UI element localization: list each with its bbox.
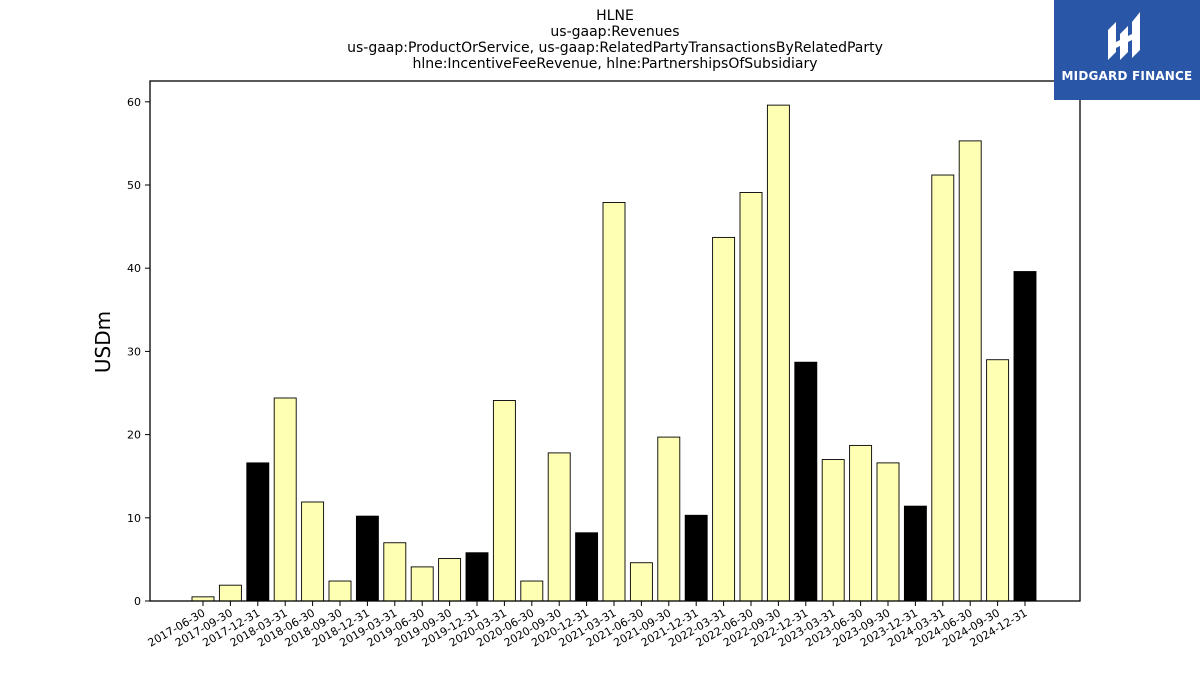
bar xyxy=(547,452,571,602)
bar xyxy=(849,444,873,602)
bar xyxy=(821,459,845,602)
bar xyxy=(903,505,927,602)
bar xyxy=(684,514,708,602)
chart-title-line: HLNE xyxy=(596,8,634,24)
y-tick-label: 30 xyxy=(127,345,141,358)
bar xyxy=(465,552,489,602)
bar xyxy=(986,359,1010,602)
bar xyxy=(766,104,790,602)
y-tick-label: 10 xyxy=(127,512,141,525)
chart-title-line: hlne:IncentiveFeeRevenue, hlne:Partnersh… xyxy=(412,56,817,72)
chart-title-line: us-gaap:Revenues xyxy=(550,24,679,40)
bars xyxy=(191,104,1037,602)
bar xyxy=(794,361,818,602)
chart-title: HLNEus-gaap:Revenuesus-gaap:ProductOrSer… xyxy=(347,8,883,72)
y-tick-label: 20 xyxy=(127,429,141,442)
bar xyxy=(876,462,900,602)
y-axis: 0 10 20 30 40 50 60 xyxy=(127,96,150,608)
bar xyxy=(958,140,982,602)
y-tick-label: 0 xyxy=(134,595,141,608)
bar xyxy=(492,400,516,602)
midgard-logo-icon xyxy=(1108,12,1140,60)
y-tick-label: 50 xyxy=(127,179,141,192)
bar xyxy=(629,562,653,602)
brand-logo: MIDGARD FINANCE xyxy=(1054,0,1200,100)
bar xyxy=(383,542,407,602)
bar xyxy=(520,580,544,602)
y-tick-label: 40 xyxy=(127,262,141,275)
bar xyxy=(328,580,352,602)
bar xyxy=(931,174,955,602)
plot-frame xyxy=(149,80,1081,602)
bar xyxy=(410,566,434,602)
bar xyxy=(712,236,736,602)
logo-text: MIDGARD FINANCE xyxy=(1061,69,1193,83)
bar xyxy=(575,532,599,602)
bar xyxy=(301,501,325,602)
bar xyxy=(246,462,270,602)
y-axis-label: USDm xyxy=(91,311,115,373)
bar xyxy=(355,515,379,602)
bar xyxy=(218,584,242,602)
bar xyxy=(273,397,297,602)
chart-title-line: us-gaap:ProductOrService, us-gaap:Relate… xyxy=(347,40,883,56)
y-tick-label: 60 xyxy=(127,96,141,109)
bar xyxy=(739,192,763,602)
bar xyxy=(657,436,681,602)
bar xyxy=(438,558,462,602)
bar xyxy=(602,202,626,602)
x-axis: 2017-06-302017-09-302017-12-312018-03-31… xyxy=(146,601,1030,650)
bar xyxy=(1013,271,1037,602)
